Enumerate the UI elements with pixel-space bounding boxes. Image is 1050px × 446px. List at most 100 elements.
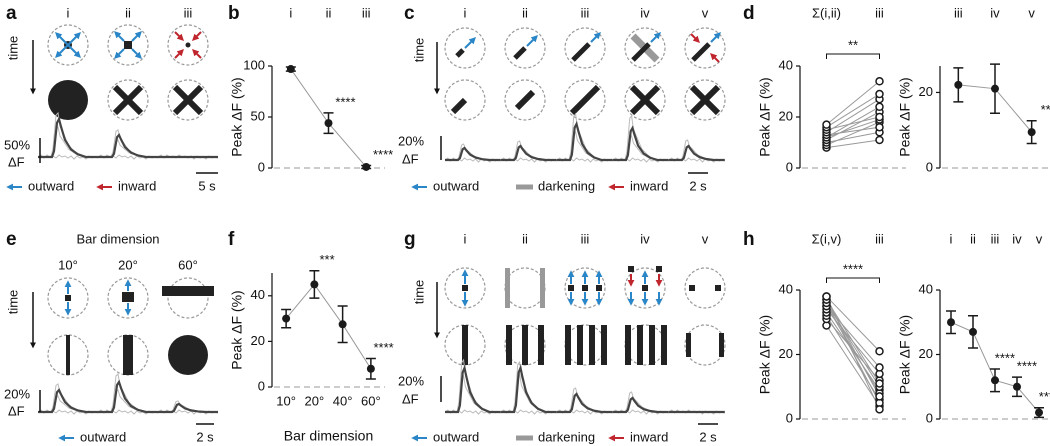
category-label: 60° xyxy=(361,393,381,408)
y-tick-label: 0 xyxy=(926,159,933,174)
column-label: v xyxy=(702,231,709,246)
y-tick-label: 40 xyxy=(919,281,933,296)
category-label: ii xyxy=(326,5,332,20)
column-label: ii xyxy=(522,231,528,246)
x-axis-label: Bar dimension xyxy=(284,428,374,444)
y-tick-label: 20 xyxy=(251,333,265,348)
stimulus-icons xyxy=(47,277,214,376)
point xyxy=(875,379,884,388)
panel-letter: g xyxy=(404,229,416,250)
point xyxy=(875,363,884,372)
pair-line xyxy=(826,139,880,149)
scale-label: 2 s xyxy=(196,429,214,444)
pair-line xyxy=(826,296,880,352)
point xyxy=(338,320,347,329)
point xyxy=(954,80,963,89)
significance: **** xyxy=(373,340,393,355)
significance: **** xyxy=(995,350,1015,365)
y-tick-label: 100 xyxy=(243,57,265,72)
pair-line xyxy=(826,116,880,131)
pair-line xyxy=(826,296,880,410)
scale-label: ΔF xyxy=(8,403,25,418)
y-tick-label: 20 xyxy=(779,346,793,361)
category-label: iii xyxy=(954,5,963,20)
pair-line xyxy=(826,126,880,136)
pair-line xyxy=(826,325,880,407)
point xyxy=(282,314,291,323)
panel-letter: a xyxy=(6,3,17,24)
significance: *** xyxy=(319,252,334,267)
point xyxy=(310,280,319,289)
legend-label: darkening xyxy=(538,429,595,444)
pair-line xyxy=(826,93,880,128)
significance: **** xyxy=(843,261,863,276)
point xyxy=(1027,128,1036,137)
y-tick-label: 0 xyxy=(258,378,265,393)
y-tick-label: 20 xyxy=(919,346,933,361)
legend-label: inward xyxy=(118,178,156,193)
significance-bracket xyxy=(826,277,880,283)
category-label: Σ(i,ii) xyxy=(812,5,841,20)
y-axis-label: Peak ΔF (%) xyxy=(757,315,773,394)
category-label: 20° xyxy=(305,393,325,408)
legend-label: outward xyxy=(433,178,479,193)
legend-label: outward xyxy=(433,429,479,444)
category-label: iii xyxy=(875,5,884,20)
panel-letter: h xyxy=(743,229,755,250)
column-label: iii xyxy=(581,231,590,246)
significance-bracket xyxy=(826,53,880,59)
category-label: iii xyxy=(875,231,884,246)
legend-label: inward xyxy=(630,429,668,444)
category-label: Σ(i,v) xyxy=(812,231,842,246)
column-label: i xyxy=(464,231,467,246)
y-axis-label: Peak ΔF (%) xyxy=(757,77,773,156)
connecting-line xyxy=(285,283,372,370)
category-label: v xyxy=(1036,231,1043,246)
stimulus-icons xyxy=(47,24,209,121)
category-label: i xyxy=(950,231,953,246)
category-label: ii xyxy=(970,231,976,246)
category-label: i xyxy=(289,5,292,20)
y-tick-label: 0 xyxy=(786,410,793,425)
significance: **** xyxy=(335,94,355,109)
scale-label: 2 s xyxy=(689,178,707,193)
time-label: time xyxy=(5,290,20,315)
y-tick-label: 0 xyxy=(258,159,265,174)
y-axis-label: Peak ΔF (%) xyxy=(229,77,245,156)
legend-label: inward xyxy=(630,178,668,193)
point xyxy=(366,364,375,373)
point xyxy=(875,112,884,122)
pair-line xyxy=(826,131,880,143)
column-label: i xyxy=(67,5,70,20)
legend-label: outward xyxy=(80,429,126,444)
scale-label: ΔF xyxy=(8,154,25,169)
scale-label: 20% xyxy=(4,386,30,401)
category-label: iv xyxy=(1012,231,1022,246)
scale-label: 20% xyxy=(398,133,424,148)
traces xyxy=(38,113,219,159)
column-label: iii xyxy=(581,5,590,20)
scale-label: 5 s xyxy=(198,178,216,193)
panel-letter: b xyxy=(228,3,240,24)
point xyxy=(875,347,884,356)
point xyxy=(875,122,884,132)
point xyxy=(875,102,884,112)
y-axis-label: Peak ΔF (%) xyxy=(229,290,245,369)
column-label: v xyxy=(702,5,709,20)
scale-label: 2 s xyxy=(699,429,717,444)
point xyxy=(875,135,884,145)
pair-line xyxy=(826,111,880,141)
pair-line xyxy=(826,305,880,394)
category-label: v xyxy=(1028,5,1035,20)
pair-line xyxy=(826,299,880,384)
stimulus-icons xyxy=(444,27,726,121)
point xyxy=(947,318,955,327)
point xyxy=(875,89,884,99)
point xyxy=(991,84,999,93)
panel-letter: c xyxy=(404,3,415,24)
pair-line xyxy=(826,106,880,138)
y-axis-label: Peak ΔF (%) xyxy=(897,315,913,394)
y-tick-label: 0 xyxy=(926,410,933,425)
category-label: iii xyxy=(991,231,1000,246)
panel-letter: d xyxy=(743,3,755,24)
